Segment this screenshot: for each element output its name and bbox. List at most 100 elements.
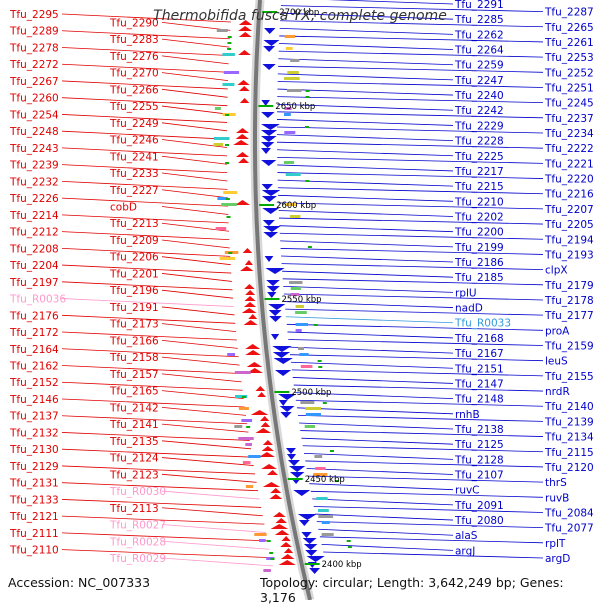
gene-label[interactable]: Tfu_2215 [454, 181, 504, 193]
gene-label[interactable]: Tfu_2240 [454, 90, 504, 102]
gene-label[interactable]: Tfu_2197 [9, 277, 59, 289]
gene-label[interactable]: Tfu_2162 [9, 361, 59, 373]
gene-label[interactable]: Tfu_2199 [454, 242, 504, 254]
gene-label[interactable]: Tfu_2295 [9, 9, 59, 21]
gene-label[interactable]: rnhB [455, 409, 480, 421]
gene-label[interactable]: Tfu_2080 [454, 515, 504, 527]
gene-label[interactable]: Tfu_2249 [109, 118, 159, 130]
gene-label[interactable]: Tfu_2226 [9, 193, 59, 205]
gene-label[interactable]: Tfu_2185 [454, 272, 504, 284]
gene-label[interactable]: Tfu_2147 [454, 378, 504, 390]
gene-label[interactable]: Tfu_2077 [544, 523, 594, 535]
gene-label[interactable]: Tfu_2165 [109, 386, 159, 398]
gene-label[interactable]: Tfu_2220 [544, 174, 594, 186]
gene-label[interactable]: Tfu_2131 [9, 478, 59, 490]
gene-label[interactable]: Tfu_2245 [544, 98, 594, 110]
gene-label[interactable]: Tfu_2158 [109, 352, 159, 364]
gene-label[interactable]: Tfu_2139 [544, 416, 594, 428]
gene-label[interactable]: Tfu_2123 [109, 469, 159, 481]
gene-label[interactable]: Tfu_2259 [454, 60, 504, 72]
gene-label[interactable]: Tfu_2264 [454, 45, 504, 57]
gene-label[interactable]: Tfu_2206 [109, 252, 159, 264]
gene-label[interactable]: Tfu_2213 [109, 218, 159, 230]
gene-label[interactable]: Tfu_R0027 [109, 520, 166, 532]
gene-label[interactable]: Tfu_2155 [544, 371, 594, 383]
gene-label[interactable]: Tfu_2084 [544, 507, 594, 519]
gene-label[interactable]: Tfu_2260 [9, 93, 59, 105]
gene-label[interactable]: Tfu_2204 [9, 260, 59, 272]
gene-label[interactable]: Tfu_2152 [9, 377, 59, 389]
gene-label[interactable]: Tfu_2205 [544, 219, 594, 231]
gene-label[interactable]: Tfu_2217 [454, 166, 504, 178]
gene-label[interactable]: Tfu_2290 [109, 17, 159, 29]
gene-label[interactable]: Tfu_2210 [454, 196, 504, 208]
gene-label[interactable]: Tfu_2157 [109, 369, 159, 381]
gene-label[interactable]: Tfu_2265 [544, 22, 594, 34]
gene-label[interactable]: Tfu_2233 [109, 168, 159, 180]
gene-label[interactable]: nrdR [545, 386, 570, 398]
gene-label[interactable]: Tfu_2246 [109, 135, 159, 147]
gene-label[interactable]: Tfu_2278 [9, 42, 59, 54]
gene-label[interactable]: Tfu_2164 [9, 344, 59, 356]
gene-label[interactable]: leuS [545, 356, 568, 368]
gene-label[interactable]: Tfu_2247 [454, 75, 504, 87]
gene-label[interactable]: Tfu_2255 [109, 101, 159, 113]
gene-label[interactable]: Tfu_2134 [544, 432, 594, 444]
gene-label[interactable]: rplT [545, 538, 566, 550]
gene-label[interactable]: Tfu_2111 [9, 528, 59, 540]
gene-label[interactable]: nadD [455, 303, 483, 315]
gene-label[interactable]: Tfu_2209 [109, 235, 159, 247]
gene-label[interactable]: alaS [455, 530, 478, 542]
gene-label[interactable]: Tfu_2129 [9, 461, 59, 473]
gene-label[interactable]: Tfu_2229 [454, 120, 504, 132]
gene-label[interactable]: Tfu_2191 [109, 302, 159, 314]
gene-label[interactable]: Tfu_2193 [544, 249, 594, 261]
gene-label[interactable]: Tfu_2261 [544, 37, 594, 49]
gene-label[interactable]: thrS [545, 477, 567, 489]
gene-label[interactable]: Tfu_2124 [109, 453, 159, 465]
gene-label[interactable]: Tfu_2248 [9, 126, 59, 138]
gene-label[interactable]: Tfu_2140 [544, 401, 594, 413]
gene-label[interactable]: Tfu_2166 [109, 335, 159, 347]
gene-label[interactable]: Tfu_2125 [454, 439, 504, 451]
gene-label[interactable]: Tfu_2285 [454, 14, 504, 26]
gene-label[interactable]: Tfu_2151 [454, 363, 504, 375]
gene-label[interactable]: Tfu_2241 [109, 151, 159, 163]
gene-label[interactable]: Tfu_R0028 [109, 536, 166, 548]
gene-label[interactable]: Tfu_2091 [454, 500, 504, 512]
gene-label[interactable]: Tfu_2133 [9, 494, 59, 506]
gene-label[interactable]: Tfu_2138 [454, 424, 504, 436]
gene-label[interactable]: rplU [455, 287, 477, 299]
gene-label[interactable]: Tfu_2179 [544, 280, 594, 292]
gene-label[interactable]: clpX [545, 265, 568, 277]
gene-label[interactable]: Tfu_2115 [544, 447, 594, 459]
gene-label[interactable]: Tfu_2291 [454, 0, 504, 11]
gene-label[interactable]: Tfu_2207 [544, 204, 594, 216]
gene-label[interactable]: Tfu_2225 [454, 151, 504, 163]
gene-label[interactable]: Tfu_2148 [454, 394, 504, 406]
gene-label[interactable]: Tfu_2137 [9, 411, 59, 423]
gene-label[interactable]: Tfu_2221 [544, 158, 594, 170]
gene-label[interactable]: Tfu_2270 [109, 68, 159, 80]
gene-label[interactable]: Tfu_2251 [544, 82, 594, 94]
gene-label[interactable]: Tfu_2242 [454, 105, 504, 117]
gene-label[interactable]: Tfu_2243 [9, 143, 59, 155]
gene-label[interactable]: ruvC [455, 485, 480, 497]
gene-label[interactable]: Tfu_2253 [544, 52, 594, 64]
gene-label[interactable]: Tfu_2176 [9, 310, 59, 322]
gene-label[interactable]: Tfu_2214 [9, 210, 59, 222]
gene-label[interactable]: Tfu_2289 [9, 26, 59, 38]
gene-label[interactable]: argJ [455, 545, 475, 557]
gene-label[interactable]: Tfu_2237 [544, 113, 594, 125]
gene-label[interactable]: Tfu_2283 [109, 34, 159, 46]
gene-label[interactable]: Tfu_R0030 [109, 486, 166, 498]
gene-label[interactable]: Tfu_2167 [454, 348, 504, 360]
gene-label[interactable]: argD [545, 553, 570, 565]
gene-label[interactable]: Tfu_2128 [454, 454, 504, 466]
gene-label[interactable]: Tfu_2159 [544, 341, 594, 353]
gene-label[interactable]: Tfu_2272 [9, 59, 59, 71]
gene-label[interactable]: Tfu_2113 [109, 503, 159, 515]
gene-label[interactable]: Tfu_2228 [454, 136, 504, 148]
gene-label[interactable]: Tfu_2130 [9, 444, 59, 456]
gene-label[interactable]: Tfu_2173 [109, 319, 159, 331]
